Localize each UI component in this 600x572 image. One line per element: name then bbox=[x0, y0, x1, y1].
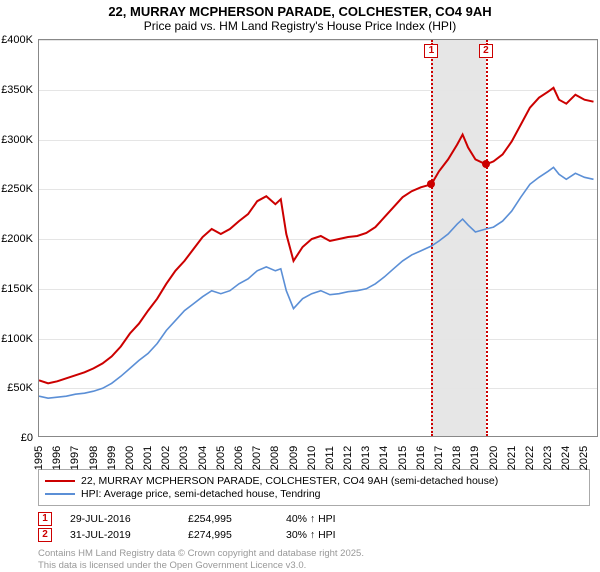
legend-label: HPI: Average price, semi-detached house,… bbox=[81, 488, 321, 500]
marker-pct: 40% ↑ HPI bbox=[286, 513, 376, 525]
x-axis-tick-label: 2014 bbox=[378, 446, 390, 470]
x-axis-tick-label: 2000 bbox=[124, 446, 136, 470]
series-line bbox=[39, 167, 594, 398]
x-axis-tick-label: 2009 bbox=[288, 446, 300, 470]
y-axis-tick-label: £100K bbox=[1, 333, 33, 345]
marker-date: 31-JUL-2019 bbox=[70, 529, 170, 541]
x-axis-tick-label: 2018 bbox=[451, 446, 463, 470]
x-axis-tick-label: 2021 bbox=[506, 446, 518, 470]
x-axis-tick-label: 2016 bbox=[415, 446, 427, 470]
chart-subtitle: Price paid vs. HM Land Registry's House … bbox=[0, 19, 600, 39]
marker-table-id: 2 bbox=[38, 528, 52, 542]
x-axis-tick-label: 2019 bbox=[469, 446, 481, 470]
x-axis-tick-label: 2017 bbox=[433, 446, 445, 470]
series-line bbox=[39, 88, 594, 384]
chart-lines bbox=[39, 40, 599, 438]
legend-swatch bbox=[45, 493, 75, 495]
x-axis-tick-label: 2010 bbox=[306, 446, 318, 470]
x-axis-tick-label: 2004 bbox=[197, 446, 209, 470]
y-axis-tick-label: £400K bbox=[1, 34, 33, 46]
x-axis-tick-label: 1996 bbox=[51, 446, 63, 470]
x-axis-tick-label: 2005 bbox=[215, 446, 227, 470]
x-axis-tick-label: 2008 bbox=[269, 446, 281, 470]
legend-label: 22, MURRAY MCPHERSON PARADE, COLCHESTER,… bbox=[81, 475, 498, 487]
y-axis-tick-label: £0 bbox=[21, 432, 33, 444]
marker-dot bbox=[427, 180, 435, 188]
legend-row: 22, MURRAY MCPHERSON PARADE, COLCHESTER,… bbox=[45, 475, 583, 487]
x-axis-tick-label: 2024 bbox=[560, 446, 572, 470]
y-axis-tick-label: £250K bbox=[1, 183, 33, 195]
x-axis-tick-label: 1999 bbox=[106, 446, 118, 470]
marker-date: 29-JUL-2016 bbox=[70, 513, 170, 525]
x-axis-tick-label: 2022 bbox=[524, 446, 536, 470]
chart-title: 22, MURRAY MCPHERSON PARADE, COLCHESTER,… bbox=[0, 0, 600, 19]
y-axis-tick-label: £300K bbox=[1, 134, 33, 146]
x-axis-tick-label: 1997 bbox=[69, 446, 81, 470]
x-axis-tick-label: 1995 bbox=[33, 446, 45, 470]
y-axis-tick-label: £350K bbox=[1, 84, 33, 96]
marker-table: 1 29-JUL-2016 £254,995 40% ↑ HPI 2 31-JUL-201… bbox=[38, 512, 590, 542]
x-axis-tick-label: 2007 bbox=[251, 446, 263, 470]
y-axis-tick-label: £200K bbox=[1, 233, 33, 245]
marker-table-row: 2 31-JUL-2019 £274,995 30% ↑ HPI bbox=[38, 528, 590, 542]
x-axis-tick-label: 2012 bbox=[342, 446, 354, 470]
x-axis-tick-label: 2025 bbox=[578, 446, 590, 470]
legend-row: HPI: Average price, semi-detached house,… bbox=[45, 488, 583, 500]
x-axis-tick-label: 2006 bbox=[233, 446, 245, 470]
footer-line-2: This data is licensed under the Open Gov… bbox=[38, 560, 590, 572]
x-axis-tick-label: 2001 bbox=[142, 446, 154, 470]
marker-box: 2 bbox=[479, 44, 493, 58]
legend-swatch bbox=[45, 480, 75, 482]
x-axis-tick-label: 2013 bbox=[360, 446, 372, 470]
x-axis-tick-label: 2023 bbox=[542, 446, 554, 470]
y-axis-tick-label: £150K bbox=[1, 283, 33, 295]
footer-line-1: Contains HM Land Registry data © Crown c… bbox=[38, 548, 590, 560]
marker-pct: 30% ↑ HPI bbox=[286, 529, 376, 541]
marker-box: 1 bbox=[424, 44, 438, 58]
marker-table-id: 1 bbox=[38, 512, 52, 526]
x-axis-tick-label: 2015 bbox=[397, 446, 409, 470]
legend: 22, MURRAY MCPHERSON PARADE, COLCHESTER,… bbox=[38, 469, 590, 506]
x-axis-tick-label: 2020 bbox=[488, 446, 500, 470]
x-axis-tick-label: 1998 bbox=[88, 446, 100, 470]
chart-plot-area: £0£50K£100K£150K£200K£250K£300K£350K£400… bbox=[38, 39, 598, 437]
marker-table-row: 1 29-JUL-2016 £254,995 40% ↑ HPI bbox=[38, 512, 590, 526]
x-axis-tick-label: 2003 bbox=[178, 446, 190, 470]
y-axis-tick-label: £50K bbox=[7, 382, 33, 394]
marker-price: £274,995 bbox=[188, 529, 268, 541]
marker-price: £254,995 bbox=[188, 513, 268, 525]
x-axis-tick-label: 2002 bbox=[160, 446, 172, 470]
marker-dot bbox=[482, 160, 490, 168]
x-axis-tick-label: 2011 bbox=[324, 446, 336, 470]
